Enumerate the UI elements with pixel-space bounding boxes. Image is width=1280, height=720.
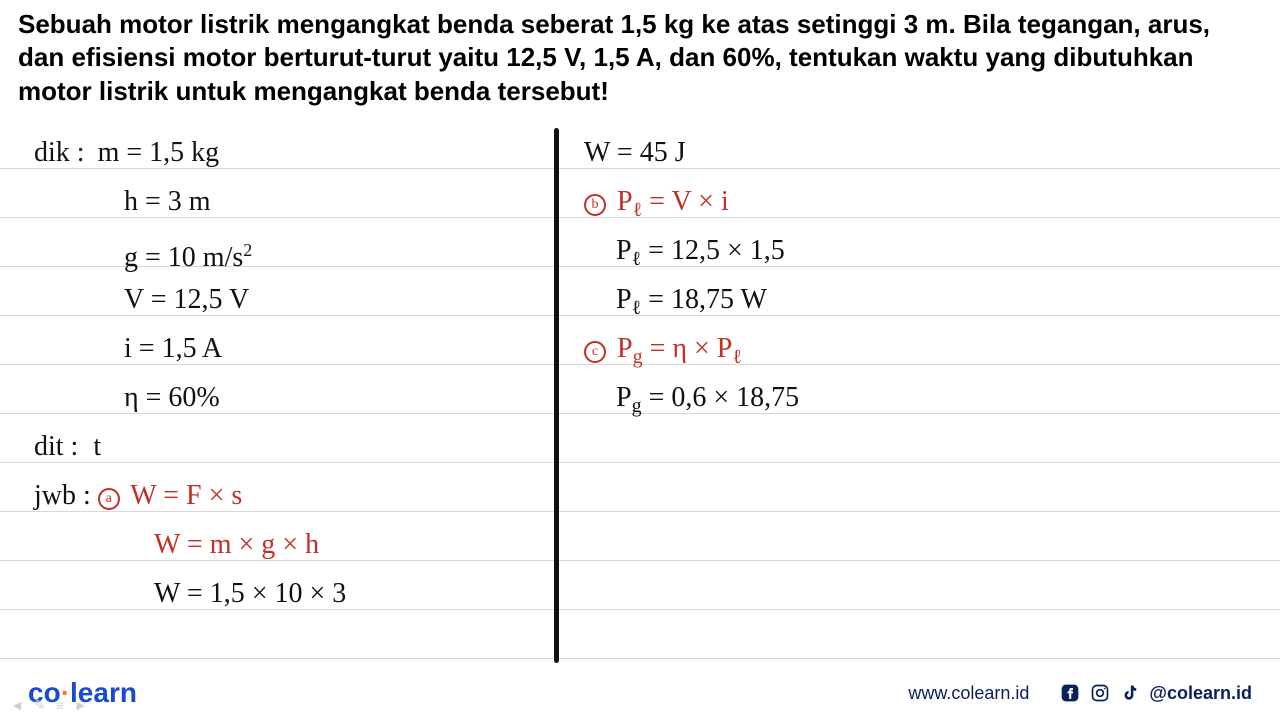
question-text: Sebuah motor listrik mengangkat benda se… <box>0 0 1280 114</box>
formula-pl: Pℓ = V × i <box>617 186 729 217</box>
dit-label: dit : <box>34 431 78 462</box>
step-b-line: b Pℓ = V × i <box>584 177 1144 226</box>
given-eta: η = 60% <box>34 373 554 422</box>
given-h: h = 3 m <box>34 177 554 226</box>
result-w: W = 45 J <box>584 128 1144 177</box>
given-g: g = 10 m/s2 <box>34 226 554 275</box>
footer: co·learn www.colearn.id @colearn.id <box>0 666 1280 720</box>
asked-line: dit : t <box>34 422 554 471</box>
given-v: V = 12,5 V <box>34 275 554 324</box>
footer-handle: @colearn.id <box>1149 683 1252 704</box>
step-a-badge: a <box>98 488 120 510</box>
asked-t: t <box>93 431 101 462</box>
work-area: dik : m = 1,5 kg h = 3 m g = 10 m/s2 V =… <box>0 128 1280 660</box>
calc-pg: Pg = 0,6 × 18,75 <box>584 373 1144 422</box>
calc-w: W = 1,5 × 10 × 3 <box>34 569 554 618</box>
next-icon[interactable]: ► <box>74 697 88 714</box>
given-line-1: dik : m = 1,5 kg <box>34 128 554 177</box>
menu-icon[interactable]: ≡ <box>56 697 64 714</box>
given-i: i = 1,5 A <box>34 324 554 373</box>
answer-line-1: jwb : a W = F × s <box>34 471 554 520</box>
footer-url: www.colearn.id <box>908 683 1029 704</box>
formula-w-fs: W = F × s <box>130 480 242 511</box>
prev-icon[interactable]: ◄ <box>10 697 24 714</box>
facebook-icon <box>1059 682 1081 704</box>
left-column: dik : m = 1,5 kg h = 3 m g = 10 m/s2 V =… <box>34 128 554 618</box>
given-m: m = 1,5 kg <box>98 137 220 168</box>
step-b-badge: b <box>584 194 606 216</box>
jwb-label: jwb : <box>34 480 91 511</box>
instagram-icon <box>1089 682 1111 704</box>
calc-pl: Pℓ = 12,5 × 1,5 <box>584 226 1144 275</box>
right-column: W = 45 J b Pℓ = V × i Pℓ = 12,5 × 1,5 Pℓ… <box>584 128 1144 422</box>
result-pl: Pℓ = 18,75 W <box>584 275 1144 324</box>
tiktok-icon <box>1119 682 1141 704</box>
step-c-badge: c <box>584 341 606 363</box>
edit-icon[interactable]: ✎ <box>34 697 46 714</box>
step-c-line: c Pg = η × Pℓ <box>584 324 1144 373</box>
column-divider <box>554 128 559 663</box>
formula-w-mgh: W = m × g × h <box>34 520 554 569</box>
dik-label: dik : <box>34 137 85 168</box>
player-nav-icons: ◄ ✎ ≡ ► <box>10 697 88 714</box>
footer-right: www.colearn.id @colearn.id <box>908 682 1252 704</box>
formula-pg: Pg = η × Pℓ <box>617 333 742 364</box>
